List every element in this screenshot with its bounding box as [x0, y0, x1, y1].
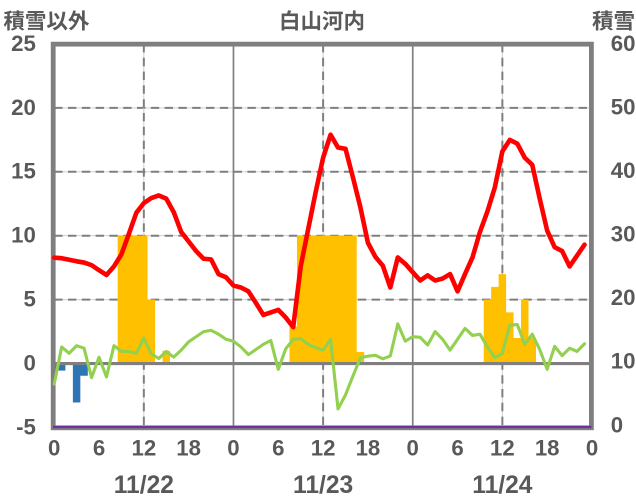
svg-text:6: 6	[93, 436, 105, 461]
svg-text:-5: -5	[16, 414, 36, 439]
svg-text:50: 50	[611, 94, 636, 119]
svg-text:40: 40	[611, 158, 636, 183]
svg-text:60: 60	[611, 31, 636, 56]
svg-text:20: 20	[611, 285, 636, 310]
svg-text:18: 18	[535, 436, 560, 461]
svg-text:11/23: 11/23	[293, 472, 353, 499]
svg-text:25: 25	[11, 31, 36, 56]
svg-text:0: 0	[23, 350, 35, 375]
svg-text:0: 0	[48, 436, 60, 461]
svg-text:20: 20	[11, 95, 36, 120]
svg-text:18: 18	[176, 436, 201, 461]
svg-text:30: 30	[611, 222, 636, 247]
svg-text:10: 10	[611, 349, 636, 374]
svg-text:15: 15	[11, 159, 36, 184]
svg-text:0: 0	[586, 436, 598, 461]
svg-text:6: 6	[451, 436, 463, 461]
svg-text:0: 0	[611, 412, 623, 437]
svg-text:12: 12	[131, 436, 156, 461]
svg-text:12: 12	[490, 436, 515, 461]
svg-text:0: 0	[407, 436, 419, 461]
svg-text:12: 12	[311, 436, 336, 461]
svg-text:5: 5	[23, 287, 35, 312]
svg-text:0: 0	[227, 436, 239, 461]
svg-text:18: 18	[356, 436, 381, 461]
svg-text:10: 10	[11, 223, 36, 248]
svg-text:11/24: 11/24	[472, 472, 533, 499]
svg-text:6: 6	[272, 436, 284, 461]
svg-text:11/22: 11/22	[114, 472, 174, 499]
